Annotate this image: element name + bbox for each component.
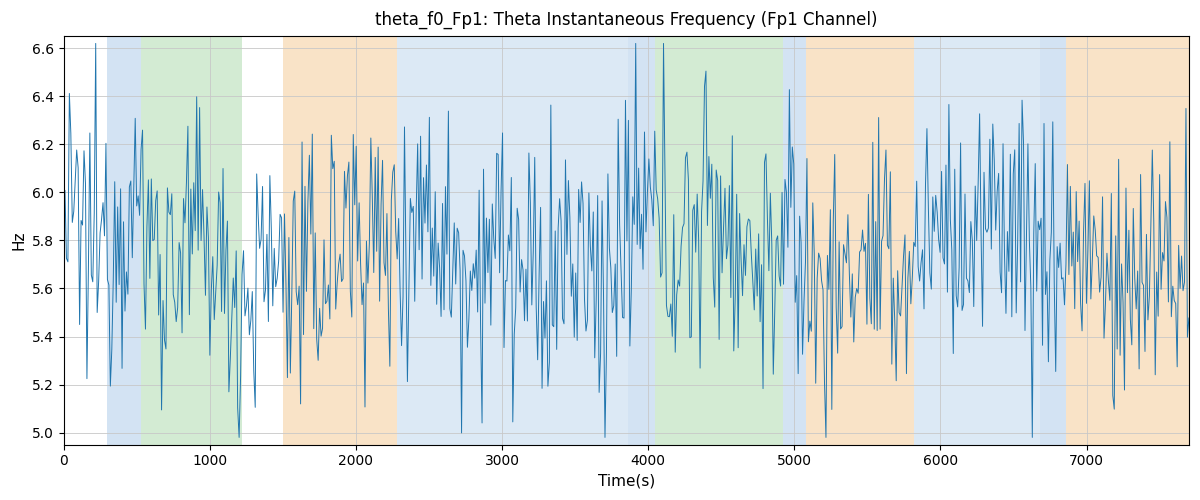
Bar [140, 36, 242, 445]
Bar [685, 36, 782, 445]
Bar [1066, 36, 1189, 445]
Bar [655, 36, 685, 445]
Bar [914, 36, 1040, 445]
Y-axis label: Hz: Hz [11, 230, 26, 250]
Bar [283, 36, 397, 445]
Bar [397, 36, 628, 445]
Title: theta_f0_Fp1: Theta Instantaneous Frequency (Fp1 Channel): theta_f0_Fp1: Theta Instantaneous Freque… [374, 11, 877, 30]
Bar [628, 36, 655, 445]
Bar [782, 36, 806, 445]
X-axis label: Time(s): Time(s) [598, 474, 655, 489]
Bar [107, 36, 140, 445]
Bar [806, 36, 914, 445]
Bar [1040, 36, 1066, 445]
